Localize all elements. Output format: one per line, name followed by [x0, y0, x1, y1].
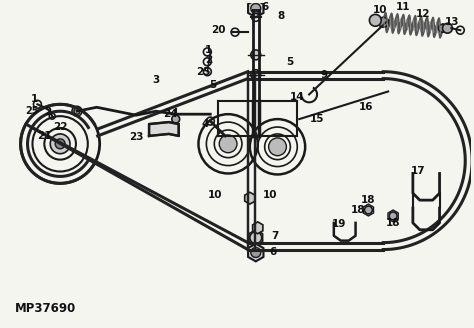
Circle shape [443, 23, 452, 33]
Text: 6: 6 [261, 3, 268, 12]
Text: 10: 10 [262, 190, 277, 200]
Text: 25: 25 [26, 106, 39, 116]
Text: 5: 5 [286, 57, 293, 67]
Text: 10: 10 [208, 190, 222, 200]
Text: 18: 18 [351, 205, 366, 215]
Text: 21: 21 [37, 131, 52, 141]
Text: 1: 1 [205, 45, 212, 55]
Text: 13: 13 [445, 17, 460, 27]
Circle shape [369, 14, 381, 26]
Circle shape [251, 248, 261, 257]
Circle shape [251, 4, 261, 13]
Polygon shape [383, 12, 443, 38]
Text: MP37690: MP37690 [15, 302, 76, 315]
Text: 1: 1 [31, 94, 38, 104]
Circle shape [251, 70, 261, 80]
Text: 4: 4 [202, 119, 209, 129]
Text: 2: 2 [44, 107, 51, 117]
Text: 20: 20 [211, 25, 226, 35]
Text: 12: 12 [416, 10, 430, 19]
Text: 5: 5 [210, 80, 217, 90]
Circle shape [55, 139, 65, 149]
Text: 18: 18 [361, 195, 376, 205]
Circle shape [365, 206, 373, 214]
Text: 16: 16 [359, 102, 374, 112]
Text: 25: 25 [196, 67, 210, 77]
Polygon shape [149, 122, 179, 136]
Text: 14: 14 [290, 92, 305, 102]
Text: 9: 9 [320, 70, 328, 80]
Text: 19: 19 [332, 219, 346, 229]
Polygon shape [253, 222, 263, 234]
Circle shape [50, 134, 70, 154]
Polygon shape [245, 192, 255, 204]
Circle shape [172, 115, 180, 123]
Circle shape [389, 212, 397, 220]
Text: 15: 15 [310, 114, 324, 124]
Text: 8: 8 [278, 11, 285, 21]
Text: 7: 7 [271, 231, 278, 241]
Text: 11: 11 [396, 3, 410, 12]
Text: 22: 22 [53, 122, 67, 132]
Polygon shape [248, 0, 264, 17]
Text: 23: 23 [129, 132, 144, 142]
Text: 3: 3 [152, 74, 160, 85]
Circle shape [251, 50, 261, 60]
Text: 6: 6 [269, 247, 276, 256]
Circle shape [250, 232, 262, 244]
Circle shape [438, 24, 447, 32]
Text: 18: 18 [386, 218, 401, 228]
Circle shape [269, 138, 286, 156]
Text: 17: 17 [410, 166, 425, 175]
Text: 10: 10 [373, 6, 388, 15]
Text: 2: 2 [205, 55, 212, 65]
Polygon shape [248, 244, 264, 261]
Circle shape [378, 17, 388, 27]
Circle shape [219, 135, 237, 153]
Text: 24: 24 [164, 109, 178, 119]
